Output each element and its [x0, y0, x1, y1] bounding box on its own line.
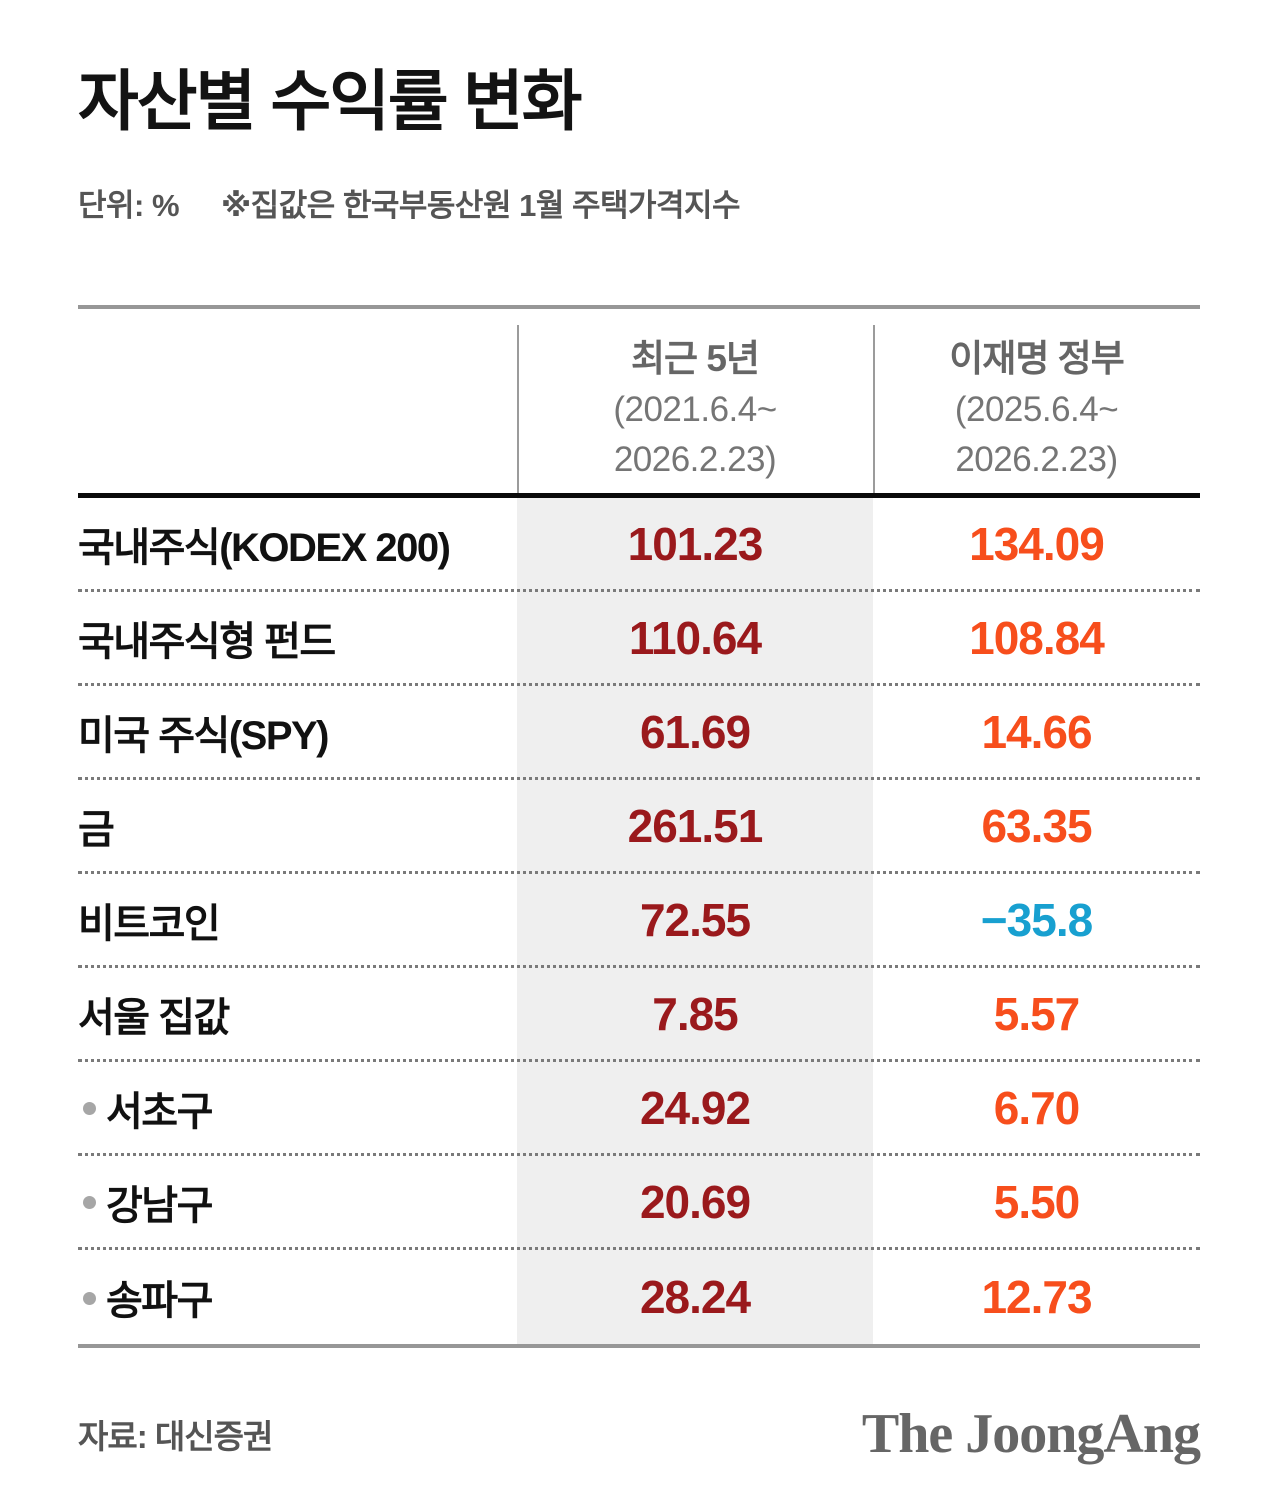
row-label-cell: 국내주식(KODEX 200)	[78, 515, 517, 573]
row-label: 금	[78, 807, 115, 852]
row-label-cell: 서초구	[78, 1079, 517, 1137]
bullet-icon	[83, 1291, 96, 1305]
gov-value: 14.66	[981, 705, 1092, 758]
source-label: 자료: 대신증권	[78, 1418, 273, 1455]
column-header-gov: 이재명 정부 (2025.6.4~ 2026.2.23)	[873, 333, 1200, 485]
column-divider	[517, 325, 519, 493]
table-row: 서초구 24.92 6.70	[78, 1062, 1200, 1156]
highlight-band	[517, 498, 873, 1344]
recent5y-value: 7.85	[652, 987, 739, 1040]
gov-value: 108.84	[969, 611, 1105, 664]
row-label: 강남구	[106, 1183, 213, 1228]
bullet-icon	[83, 1196, 96, 1209]
column-period-start: (2021.6.4~	[613, 390, 777, 429]
row-label: 송파구	[106, 1279, 213, 1323]
joongang-logo: The JoongAng	[861, 1403, 1201, 1465]
table-header: 최근 5년 (2021.6.4~ 2026.2.23) 이재명 정부 (2025…	[78, 309, 1200, 493]
gov-value: 5.57	[993, 987, 1081, 1040]
recent5y-value: 24.92	[639, 1081, 751, 1134]
table-row: 비트코인 72.55 −35.8	[78, 874, 1200, 968]
table-row: 강남구 20.69 5.50	[78, 1156, 1200, 1250]
column-period-end: 2026.2.23)	[955, 440, 1118, 479]
gov-value: 6.70	[993, 1081, 1081, 1134]
table-row: 송파구 28.24 12.73	[78, 1250, 1200, 1344]
row-label: 국내주식형 펀드	[78, 619, 336, 664]
recent5y-value: 101.23	[627, 517, 764, 570]
table-row: 금 261.51 63.35	[78, 780, 1200, 874]
bullet-icon	[83, 1102, 96, 1115]
table-row: 국내주식(KODEX 200) 101.23 134.09	[78, 498, 1200, 592]
header-spacer	[78, 333, 517, 485]
row-label-cell: 국내주식형 펀드	[78, 609, 517, 667]
unit-label: 단위: %	[78, 188, 180, 223]
gov-value: 5.50	[993, 1175, 1081, 1228]
column-period-end: 2026.2.23)	[613, 440, 777, 479]
recent5y-value: 110.64	[628, 611, 762, 664]
table-body: 국내주식(KODEX 200) 101.23 134.09 국내주식형 펀드 1…	[78, 493, 1200, 1348]
recent5y-value: 261.51	[627, 799, 764, 852]
footnote-label: ※집값은 한국부동산원 1월 주택가격지수	[221, 188, 741, 223]
recent5y-value: 28.24	[639, 1271, 751, 1323]
column-title: 최근 5년	[631, 338, 760, 379]
page-title: 자산별 수익률 변화	[78, 64, 582, 138]
row-label: 서울 집값	[78, 995, 230, 1040]
row-label: 국내주식(KODEX 200)	[78, 525, 451, 570]
column-title: 이재명 정부	[949, 338, 1124, 379]
table-row: 서울 집값 7.85 5.57	[78, 968, 1200, 1062]
returns-table: 최근 5년 (2021.6.4~ 2026.2.23) 이재명 정부 (2025…	[78, 305, 1200, 1348]
row-label: 비트코인	[78, 901, 221, 946]
column-header-recent5y: 최근 5년 (2021.6.4~ 2026.2.23)	[517, 333, 873, 485]
gov-value: 134.09	[969, 517, 1105, 570]
gov-value: 12.73	[981, 1271, 1092, 1323]
recent5y-value: 72.55	[639, 893, 751, 946]
row-label: 미국 주식(SPY)	[78, 713, 330, 758]
table-row: 국내주식형 펀드 110.64 108.84	[78, 592, 1200, 686]
recent5y-value: 20.69	[639, 1175, 751, 1228]
row-label-cell: 강남구	[78, 1173, 517, 1231]
infographic-page: 자산별 수익률 변화 단위: % ※집값은 한국부동산원 1월 주택가격지수 최근…	[78, 64, 1201, 1466]
column-divider	[873, 325, 875, 493]
row-label-cell: 미국 주식(SPY)	[78, 703, 517, 761]
row-label-cell: 비트코인	[78, 891, 517, 949]
row-label-cell: 금	[78, 797, 517, 855]
row-label-cell: 서울 집값	[78, 985, 517, 1043]
recent5y-value: 61.69	[639, 705, 751, 758]
subtitle: 단위: % ※집값은 한국부동산원 1월 주택가격지수	[78, 180, 1200, 225]
table-row: 미국 주식(SPY) 61.69 14.66	[78, 686, 1200, 780]
row-label-cell: 송파구	[78, 1268, 517, 1326]
footer: 자료: 대신증권 The JoongAng	[78, 1402, 1201, 1466]
gov-value: −35.8	[980, 893, 1093, 946]
gov-value: 63.35	[981, 799, 1092, 852]
row-label: 서초구	[106, 1089, 213, 1134]
column-period-start: (2025.6.4~	[954, 390, 1119, 429]
